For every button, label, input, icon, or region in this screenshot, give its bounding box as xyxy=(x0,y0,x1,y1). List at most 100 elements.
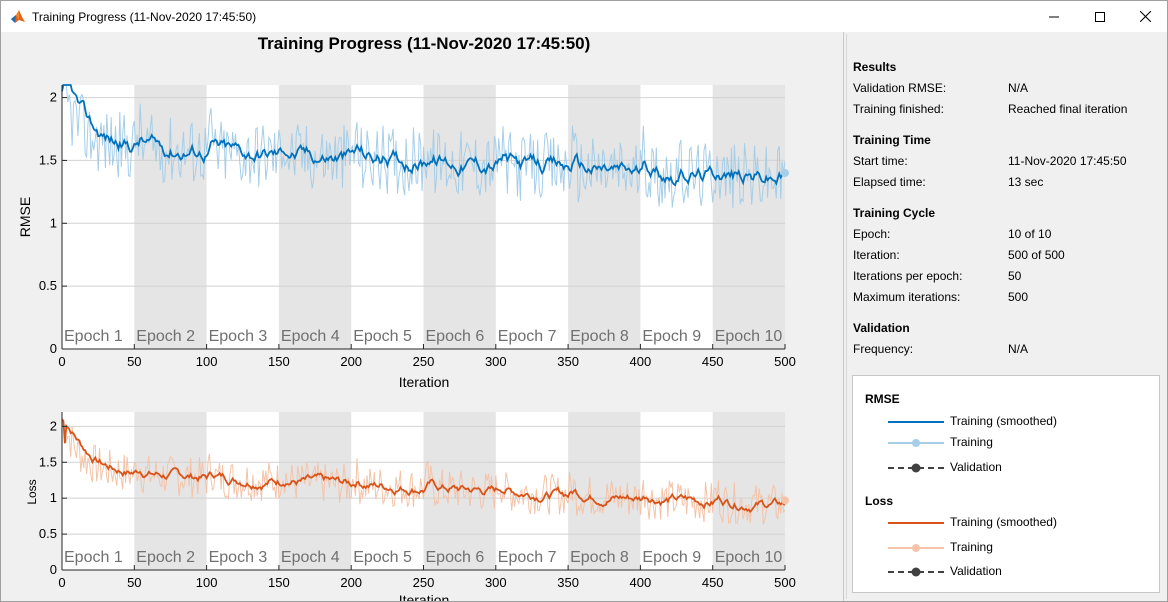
rmse-x-tick-label: 350 xyxy=(557,354,579,369)
loss-x-tick-label: 250 xyxy=(413,575,435,590)
iteration-value: 500 of 500 xyxy=(1008,248,1065,262)
minimize-button[interactable] xyxy=(1031,1,1077,32)
minimize-icon xyxy=(1049,16,1059,17)
rmse-epoch-label: Epoch 5 xyxy=(353,328,412,345)
legend-loss-training-label: Training xyxy=(950,540,993,554)
rmse-x-tick-label: 250 xyxy=(413,354,435,369)
epoch-value: 10 of 10 xyxy=(1008,227,1052,241)
rmse-epoch-band xyxy=(278,85,352,349)
rmse-epoch-label: Epoch 10 xyxy=(715,328,783,345)
loss-x-tick-label: 100 xyxy=(196,575,218,590)
panel-divider[interactable] xyxy=(843,32,844,601)
legend-rmse-validation-label: Validation xyxy=(950,460,1002,474)
rmse-x-tick-label: 200 xyxy=(340,354,362,369)
rmse-x-tick-label: 0 xyxy=(58,354,65,369)
rmse-x-tick-label: 300 xyxy=(485,354,507,369)
loss-epoch-band xyxy=(278,412,352,570)
rmse-axes: Epoch 1 Epoch 2 Epoch 3 Epoch 4 Epoch 5 Epoch… xyxy=(17,84,796,390)
loss-y-tick-label: 0 xyxy=(50,562,57,577)
loss-epoch-label: Epoch 6 xyxy=(426,549,485,566)
loss-smoothed-series xyxy=(61,418,786,514)
loss-epoch-label: Epoch 1 xyxy=(64,549,123,566)
loss-x-label: Iteration xyxy=(399,592,450,601)
training-progress-figure: Training Progress (11-Nov-2020 17:45:50)… xyxy=(17,34,796,601)
legend-rmse-smoothed-swatch xyxy=(888,421,944,423)
rmse-epoch-label: Epoch 8 xyxy=(570,328,629,345)
loss-epoch-band xyxy=(568,412,641,570)
rmse-epoch-label: Epoch 4 xyxy=(281,328,340,345)
plot-panel: Training Progress (11-Nov-2020 17:45:50)… xyxy=(3,32,843,601)
rmse-epoch-band xyxy=(568,85,641,349)
training-time-heading: Training Time xyxy=(853,133,931,147)
loss-y-label: Loss xyxy=(25,479,39,504)
legend-box: RMSE Training (smoothed) Training Valida… xyxy=(852,375,1160,593)
window-title: Training Progress (11-Nov-2020 17:45:50) xyxy=(32,10,257,24)
iteration-label: Iteration: xyxy=(853,248,900,262)
legend-rmse-training-label: Training xyxy=(950,435,993,449)
rmse-x-tick-label: 400 xyxy=(630,354,652,369)
loss-x-tick-label: 200 xyxy=(340,575,362,590)
title-bar[interactable]: Training Progress (11-Nov-2020 17:45:50) xyxy=(1,1,1167,32)
legend-loss-validation-swatch xyxy=(888,567,944,577)
training-finished-value: Reached final iteration xyxy=(1008,102,1128,116)
loss-final-marker xyxy=(781,496,789,505)
rmse-y-tick-label: 0.5 xyxy=(39,278,57,293)
loss-x-tick-label: 50 xyxy=(127,575,141,590)
rmse-epoch-label: Epoch 6 xyxy=(426,328,485,345)
legend-rmse-smoothed-label: Training (smoothed) xyxy=(950,414,1057,428)
maximum-iterations-value: 500 xyxy=(1008,290,1029,304)
maximize-icon xyxy=(1095,11,1105,22)
loss-x-tick-label: 500 xyxy=(774,575,796,590)
rmse-smoothed-series xyxy=(61,84,786,187)
maximize-button[interactable] xyxy=(1077,1,1123,32)
loss-y-tick-label: 2 xyxy=(50,418,57,433)
training-finished-label: Training finished: xyxy=(853,102,944,116)
start-time-value: 11-Nov-2020 17:45:50 xyxy=(1008,154,1127,168)
loss-x-tick-label: 400 xyxy=(630,575,652,590)
rmse-x-label: Iteration xyxy=(399,374,450,390)
loss-epoch-label: Epoch 2 xyxy=(136,549,195,566)
rmse-epoch-band xyxy=(712,85,785,349)
loss-x-tick-label: 300 xyxy=(485,575,507,590)
figure-title: Training Progress (11-Nov-2020 17:45:50) xyxy=(258,34,591,53)
elapsed-time-value: 13 sec xyxy=(1008,175,1044,189)
legend-loss-heading: Loss xyxy=(865,494,894,508)
legend-loss-smoothed-label: Training (smoothed) xyxy=(950,515,1057,529)
info-panel: Results Validation RMSE: N/A Training fi… xyxy=(846,34,1166,599)
loss-x-tick-label: 0 xyxy=(58,575,65,590)
loss-y-tick-label: 1 xyxy=(50,490,57,505)
loss-y-tick-label: 1.5 xyxy=(39,454,57,469)
rmse-training-series xyxy=(62,84,786,209)
loss-epoch-label: Epoch 5 xyxy=(353,549,412,566)
legend-loss-training-swatch xyxy=(888,544,944,552)
rmse-epoch-label: Epoch 1 xyxy=(64,328,123,345)
rmse-x-tick-label: 50 xyxy=(127,354,141,369)
legend-rmse-training-swatch xyxy=(888,439,944,447)
epoch-label: Epoch: xyxy=(853,227,891,241)
legend-rmse-heading: RMSE xyxy=(865,392,900,406)
legend-loss-smoothed-swatch xyxy=(888,522,944,524)
validation-rmse-value: N/A xyxy=(1008,81,1029,95)
rmse-epoch-label: Epoch 9 xyxy=(642,328,701,345)
rmse-epoch-label: Epoch 7 xyxy=(498,328,557,345)
loss-epoch-label: Epoch 7 xyxy=(498,549,557,566)
legend-rmse-validation-swatch xyxy=(888,463,944,473)
rmse-y-label: RMSE xyxy=(17,197,33,237)
rmse-epoch-label: Epoch 2 xyxy=(136,328,195,345)
matlab-icon xyxy=(11,10,25,23)
iterations-per-epoch-label: Iterations per epoch: xyxy=(853,269,963,283)
loss-y-tick-label: 0.5 xyxy=(39,526,57,541)
rmse-y-tick-label: 1 xyxy=(50,215,57,230)
legend-loss-validation-label: Validation xyxy=(950,564,1002,578)
rmse-y-tick-label: 2 xyxy=(50,90,57,105)
loss-training-series xyxy=(61,419,786,525)
elapsed-time-label: Elapsed time: xyxy=(853,175,926,189)
close-button[interactable] xyxy=(1122,1,1167,32)
validation-heading: Validation xyxy=(853,321,910,335)
rmse-y-tick-label: 0 xyxy=(50,341,57,356)
close-icon xyxy=(1139,11,1151,22)
loss-epoch-band xyxy=(712,412,785,570)
loss-epoch-label: Epoch 9 xyxy=(642,549,701,566)
results-heading: Results xyxy=(853,60,897,74)
loss-epoch-label: Epoch 3 xyxy=(209,549,268,566)
